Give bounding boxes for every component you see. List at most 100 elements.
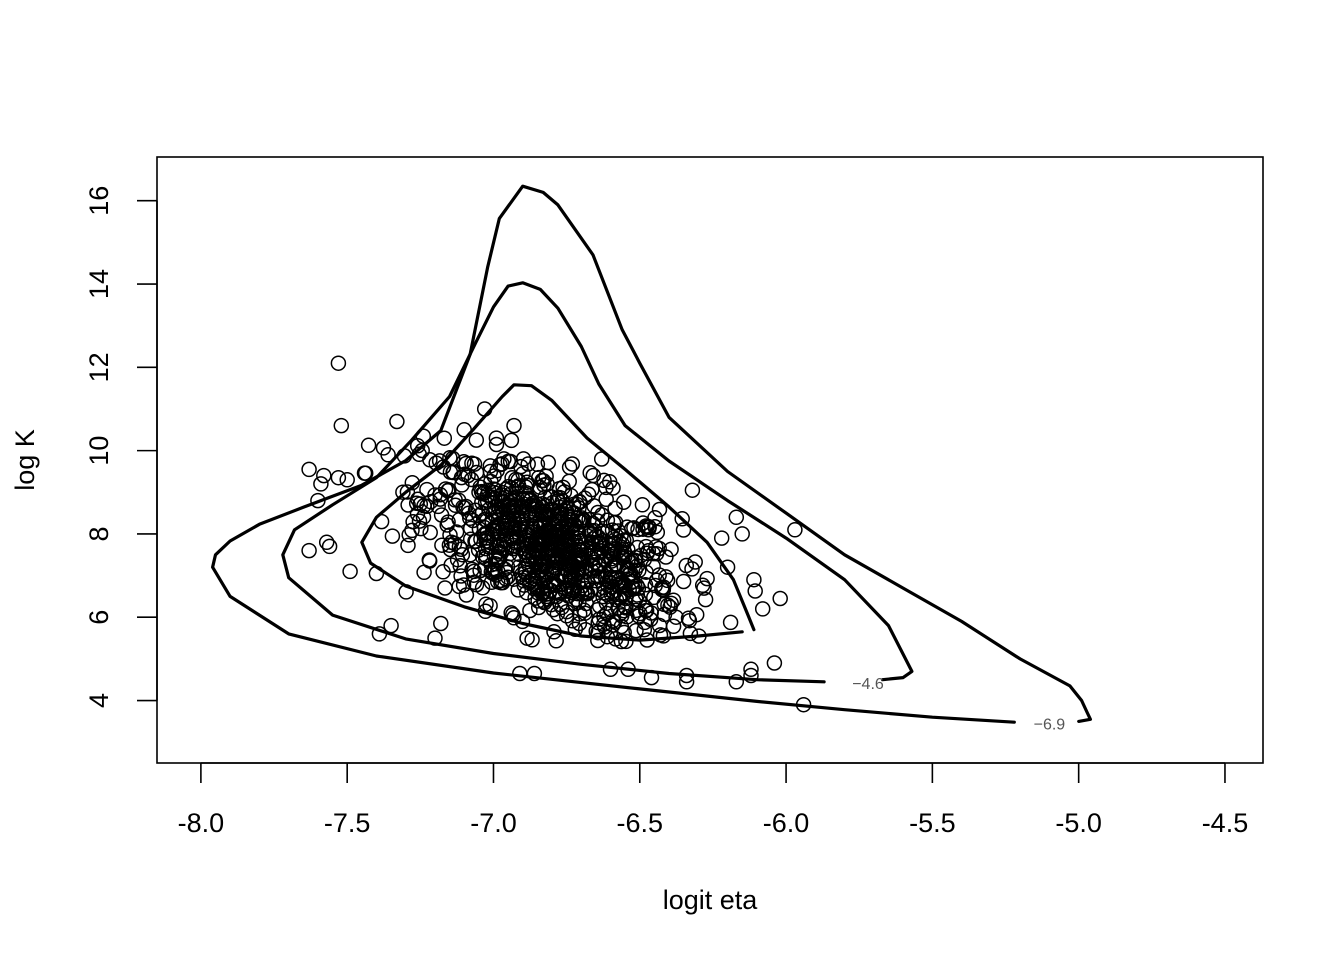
data-point — [477, 550, 494, 567]
data-point — [339, 472, 355, 488]
data-point — [637, 586, 654, 603]
data-point — [652, 627, 669, 643]
data-point — [456, 422, 472, 438]
data-point — [675, 522, 692, 538]
data-point — [590, 563, 607, 579]
data-point — [301, 542, 317, 559]
data-point — [675, 573, 692, 590]
data-point — [590, 504, 606, 521]
data-point — [607, 500, 623, 517]
data-point — [640, 522, 657, 538]
data-point — [430, 498, 446, 515]
data-point — [471, 484, 487, 501]
data-point — [665, 592, 682, 608]
data-point — [520, 456, 536, 472]
data-point — [453, 469, 470, 486]
data-point — [404, 522, 420, 539]
data-point — [593, 451, 610, 467]
data-point — [569, 496, 585, 513]
data-point — [618, 588, 634, 605]
data-point — [468, 576, 485, 593]
x-tick-label: -6.0 — [763, 808, 810, 838]
data-point — [310, 492, 326, 509]
data-point — [635, 521, 651, 537]
data-point — [404, 474, 421, 491]
data-point — [651, 501, 668, 518]
data-point — [550, 503, 566, 519]
data-point — [743, 667, 759, 684]
y-tick-label: 4 — [84, 693, 114, 708]
contour-layer: −6.9 −4.6 — [211, 184, 1092, 733]
data-point — [535, 519, 552, 535]
data-point — [743, 661, 759, 678]
data-point — [411, 513, 428, 529]
data-point — [598, 479, 614, 496]
data-point — [514, 613, 531, 630]
data-point — [414, 442, 430, 459]
data-point — [491, 516, 507, 532]
data-point — [634, 497, 651, 513]
data-point — [313, 476, 329, 492]
data-point — [530, 593, 546, 609]
data-point — [643, 669, 660, 686]
data-point — [532, 562, 549, 579]
data-point — [440, 514, 456, 530]
data-point — [433, 615, 449, 632]
data-point — [435, 564, 451, 580]
data-point — [591, 611, 607, 627]
data-point — [451, 578, 467, 595]
data-point — [493, 572, 510, 589]
data-point — [482, 597, 498, 614]
data-point — [360, 437, 377, 454]
data-point — [656, 606, 673, 623]
y-tick-label: 6 — [84, 610, 114, 625]
data-point — [396, 448, 413, 464]
data-point — [375, 440, 392, 456]
data-point — [612, 606, 628, 622]
data-point — [436, 430, 453, 446]
x-tick-label: -7.0 — [470, 808, 517, 838]
data-point — [602, 661, 619, 678]
data-point — [301, 461, 317, 478]
y-axis: 4 6 8 10 12 14 16 — [84, 186, 158, 708]
data-point — [333, 417, 350, 434]
data-point — [421, 552, 438, 568]
data-point — [620, 541, 636, 558]
data-point — [648, 539, 664, 555]
data-point — [636, 621, 653, 638]
y-tick-label: 10 — [84, 436, 114, 466]
data-point — [629, 587, 646, 603]
data-point — [582, 582, 599, 598]
data-point — [503, 605, 519, 621]
y-axis-title: log K — [10, 429, 40, 491]
data-point — [474, 494, 490, 511]
data-point — [472, 479, 488, 495]
x-tick-label: -8.0 — [178, 808, 225, 838]
data-point — [356, 465, 373, 481]
data-point — [559, 517, 575, 533]
data-point — [629, 578, 645, 594]
data-point — [384, 528, 401, 544]
data-point — [565, 580, 581, 596]
data-point — [772, 590, 788, 607]
data-point — [451, 539, 468, 555]
data-point — [441, 482, 457, 498]
contour-level-label: −6.9 — [1034, 716, 1066, 733]
data-point — [678, 667, 695, 684]
data-point — [330, 355, 347, 371]
x-tick-label: -6.5 — [617, 808, 664, 838]
data-point — [465, 567, 482, 583]
data-point — [616, 544, 633, 561]
data-point — [691, 628, 707, 644]
x-tick-label: -7.5 — [324, 808, 371, 838]
contour-level-label: −4.6 — [852, 676, 884, 693]
data-point — [419, 481, 435, 498]
data-point — [398, 584, 414, 600]
data-point — [500, 453, 517, 470]
data-point — [506, 497, 522, 513]
data-point — [624, 573, 641, 590]
data-point — [534, 496, 551, 512]
data-point — [477, 525, 494, 542]
data-point — [330, 469, 347, 486]
